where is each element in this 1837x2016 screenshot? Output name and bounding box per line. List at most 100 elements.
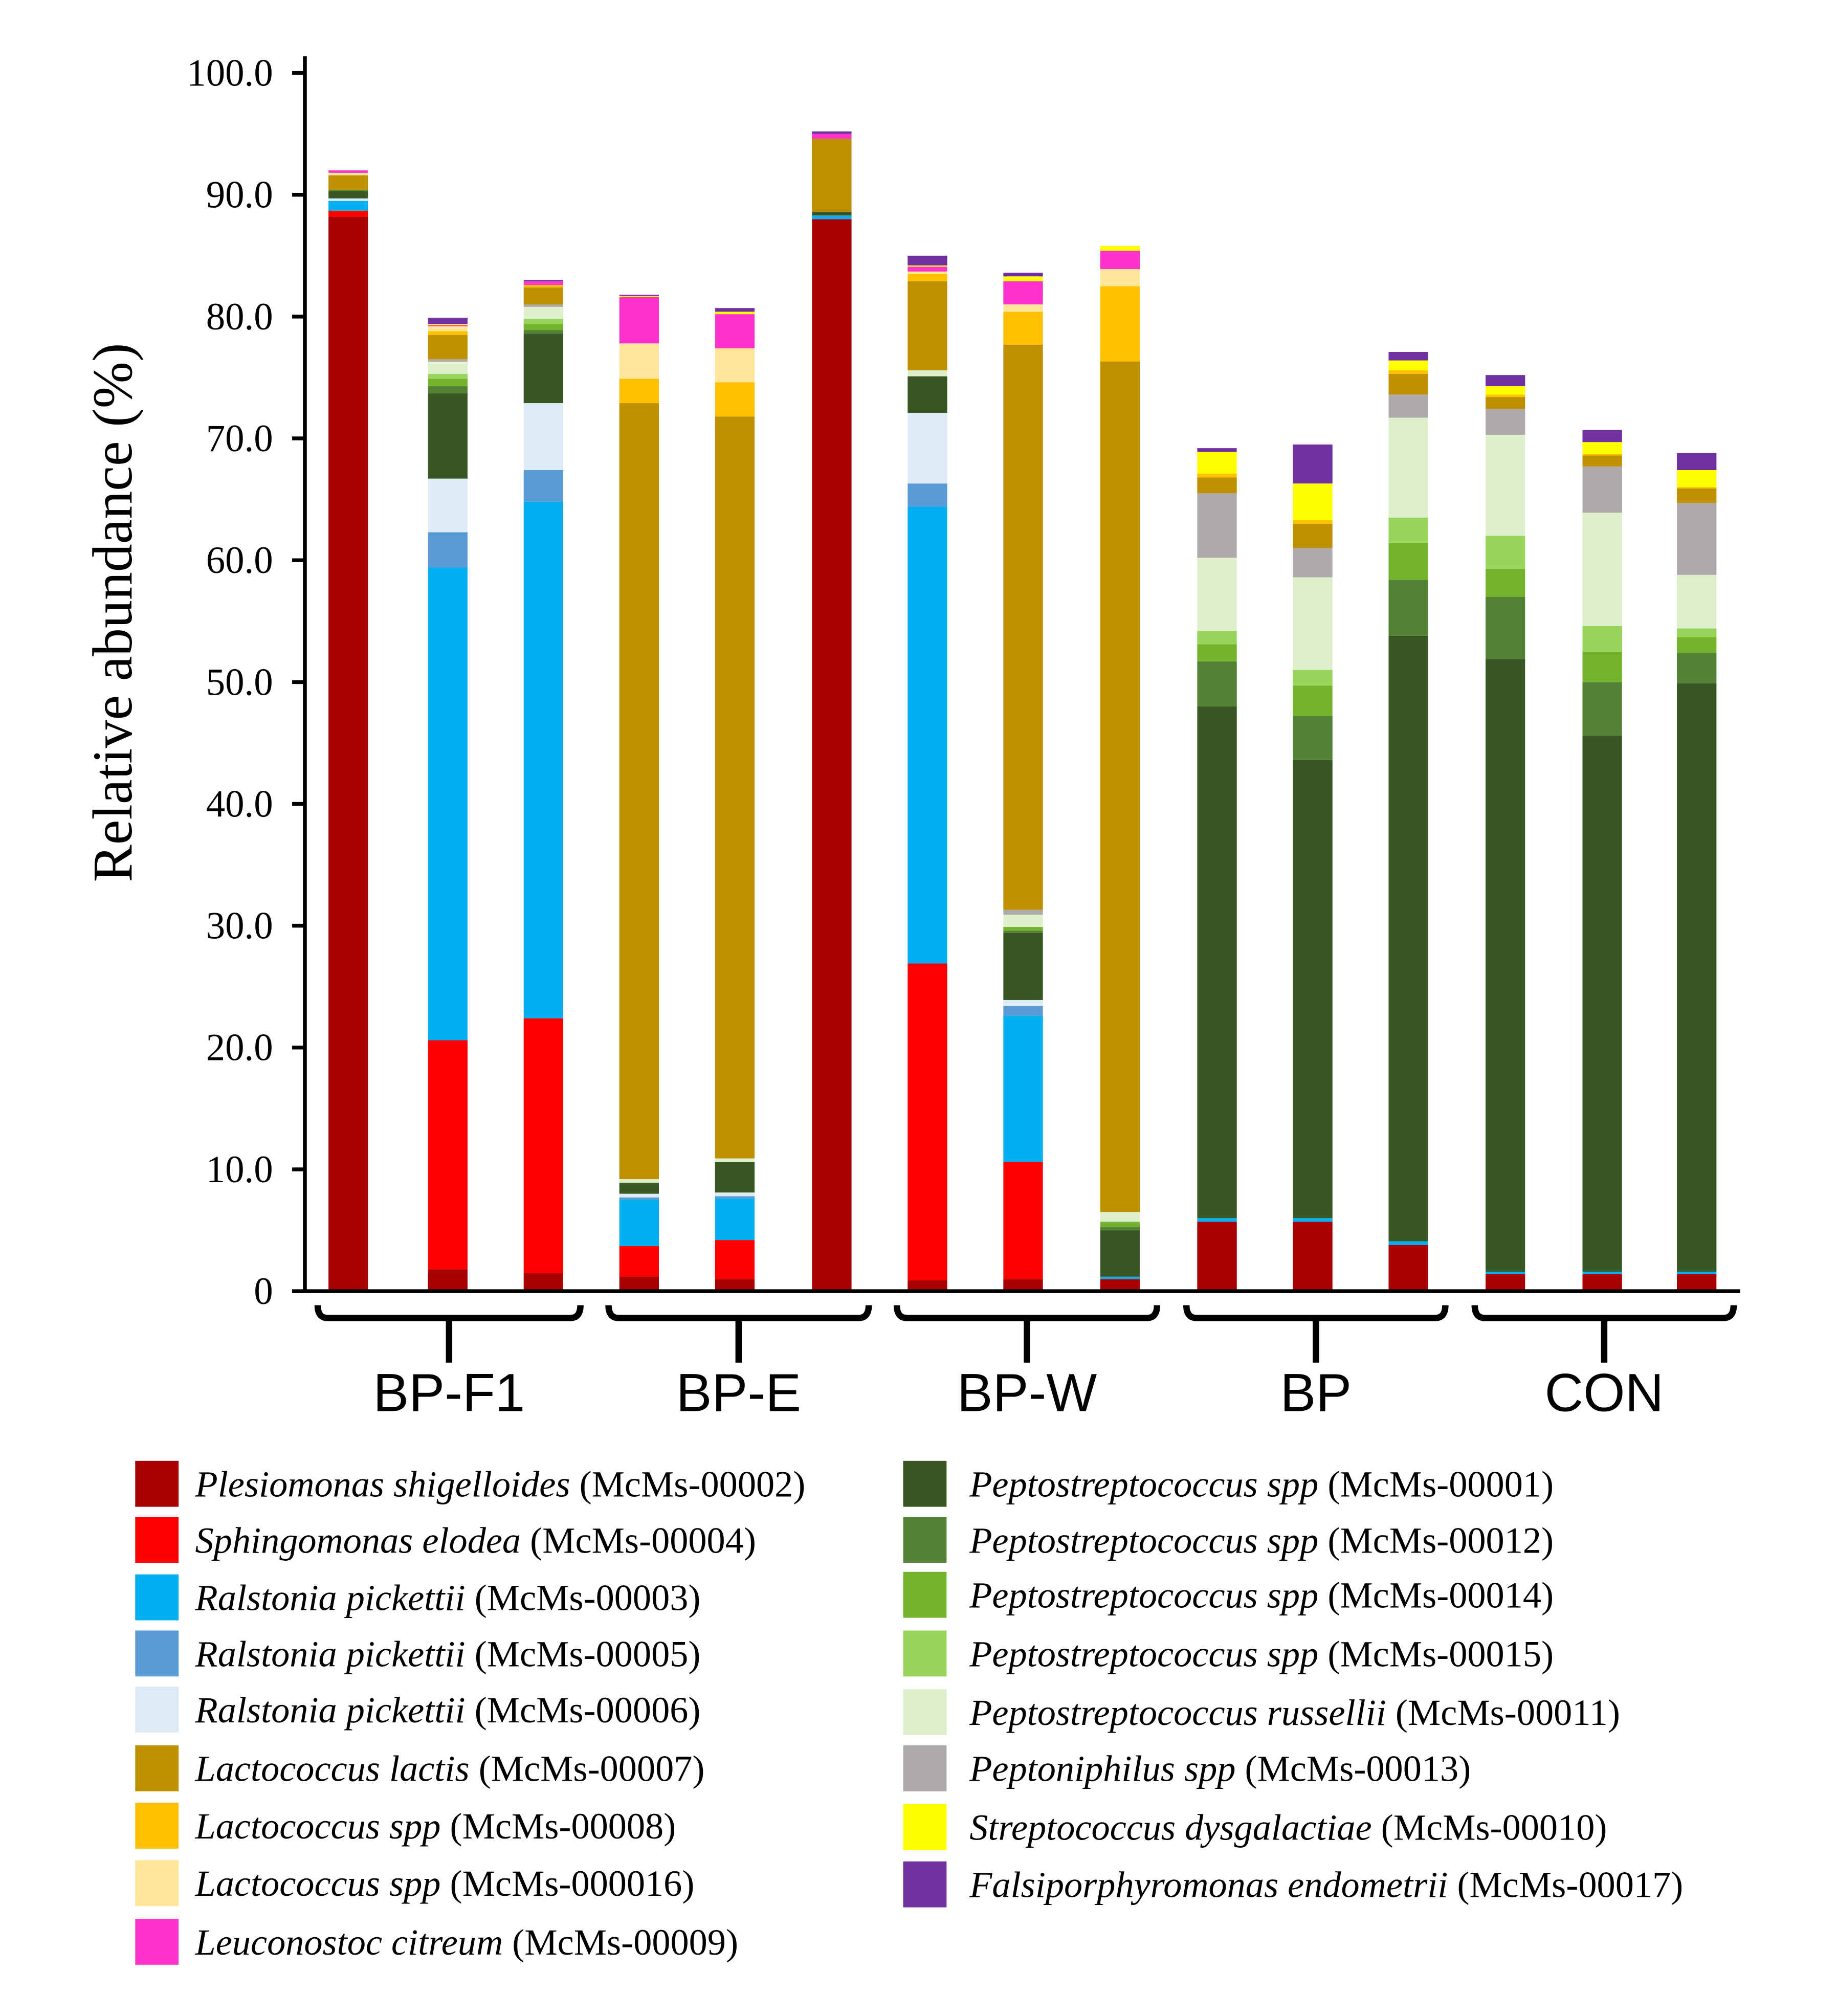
legend-code: (McMs-00015) — [1327, 1633, 1554, 1674]
bar-segment-p12 — [1485, 596, 1525, 659]
bar-segment-r03 — [619, 1200, 659, 1246]
legend-code: (McMs-00017) — [1457, 1865, 1683, 1906]
bar-segment-r03 — [1582, 1272, 1622, 1274]
legend-swatch — [903, 1630, 947, 1677]
bar-segment-pn13 — [428, 359, 468, 362]
group-brackets: BP-F1 BP-E BP-W BP CON — [314, 1305, 1737, 1423]
y-tick-label: 60.0 — [206, 539, 273, 582]
bar-segment-p01 — [812, 212, 852, 216]
legend-species-name: Peptostreptococcus spp — [969, 1464, 1327, 1505]
bar-segment-l07 — [619, 403, 659, 1180]
bar-segment-l16 — [715, 348, 755, 383]
bar-segment-p02 — [1388, 1245, 1428, 1292]
bar-segment-r03 — [1388, 1241, 1428, 1245]
legend-swatch — [135, 1919, 179, 1965]
bar-segment-r05 — [523, 470, 563, 502]
bar-segment-l07 — [1293, 523, 1333, 548]
legend-code: (McMs-00014) — [1327, 1575, 1554, 1616]
legend-swatch — [903, 1745, 947, 1791]
bar-segment-l08 — [1485, 394, 1525, 397]
bar-segment-p14 — [1003, 927, 1043, 931]
bar-segment-r03 — [523, 501, 563, 1018]
bar-segment-p02 — [1582, 1274, 1622, 1292]
bar-segment-f17 — [715, 308, 755, 312]
bar-stack — [328, 170, 368, 1292]
bar-segment-r03 — [908, 506, 947, 964]
bar-stack — [715, 308, 755, 1292]
bar-segment-r05 — [428, 532, 468, 568]
bar-segment-f17 — [1003, 273, 1043, 277]
legend-species-name: Peptostreptococcus spp — [969, 1575, 1327, 1616]
bar-segment-s04 — [328, 210, 368, 217]
legend-swatch — [135, 1860, 179, 1907]
bar-segment-l08 — [428, 331, 468, 335]
legend-species-name: Ralstonia pickettii — [195, 1578, 475, 1619]
legend-label: Leuconostoc citreum (McMs-00009) — [195, 1922, 739, 1963]
bar-segment-f17 — [1388, 351, 1428, 361]
bar-segment-p15 — [1677, 628, 1717, 637]
bar-segment-p01 — [1197, 706, 1237, 1219]
bar-segment-pn13 — [1197, 493, 1237, 558]
bar-segment-l08 — [1197, 474, 1237, 478]
y-ticks: 0 10.0 20.0 30.0 40.0 50.0 60.0 70.0 80.0 90.0 100… — [187, 52, 305, 1313]
y-tick-label: 80.0 — [206, 296, 273, 338]
legend-label: Ralstonia pickettii (McMs-00003) — [195, 1578, 701, 1619]
bar-segment-lc09 — [328, 170, 368, 173]
legend-item: Peptostreptococcus russellii (McMs-00011… — [903, 1689, 1620, 1735]
bar-segment-r06 — [328, 198, 368, 201]
bar-segment-p11 — [715, 1158, 755, 1162]
y-axis-label: Relative abundance (%) — [81, 343, 144, 882]
bar-segment-p12 — [1388, 580, 1428, 636]
bar-segment-lc09 — [715, 314, 755, 348]
legend-item: Peptostreptococcus spp (McMs-00001) — [903, 1460, 1554, 1507]
y-tick-label: 40.0 — [206, 783, 273, 825]
bar-segment-s10 — [1485, 386, 1525, 395]
bar-segment-p14 — [1485, 568, 1525, 597]
legend-code: (McMs-00010) — [1381, 1807, 1607, 1848]
bar-segment-s10 — [428, 324, 468, 325]
legend-code: (McMs-00007) — [479, 1748, 705, 1789]
bar-segment-s10 — [1197, 452, 1237, 474]
bar-segment-r06 — [619, 1193, 659, 1198]
bar-segment-pn13 — [1003, 910, 1043, 915]
legend-swatch — [135, 1687, 179, 1733]
legend-code: (McMs-00003) — [475, 1578, 701, 1619]
group-bracket — [605, 1305, 872, 1363]
bar-segment-p02 — [523, 1273, 563, 1292]
bar-stack — [1293, 444, 1333, 1292]
bar-segment-r06 — [523, 403, 563, 470]
bar-segment-l07 — [523, 287, 563, 305]
bar-segment-p01 — [908, 376, 947, 413]
legend-species-name: Lactococcus spp — [195, 1863, 450, 1904]
bar-segment-p02 — [428, 1269, 468, 1292]
bar-stack — [1677, 453, 1717, 1292]
bar-segment-p14 — [1293, 685, 1333, 717]
legend-swatch — [903, 1689, 947, 1735]
bar-segment-r03 — [1197, 1218, 1237, 1222]
bar-segment-l08 — [1582, 454, 1622, 456]
legend-code: (McMs-00001) — [1327, 1464, 1554, 1505]
legend-species-name: Lactococcus lactis — [195, 1748, 479, 1789]
bar-segment-l07 — [1677, 488, 1717, 503]
bar-stack — [812, 131, 852, 1292]
bar-stack — [428, 318, 468, 1292]
legend-label: Lactococcus lactis (McMs-00007) — [195, 1748, 705, 1789]
bar-segment-r06 — [428, 478, 468, 533]
bar-segment-p15 — [1582, 626, 1622, 652]
legend-species-name: Sphingomonas elodea — [195, 1520, 530, 1561]
legend: Plesiomonas shigelloides (McMs-00002) Sph… — [135, 1460, 1683, 1965]
bar-segment-p02 — [328, 216, 368, 1292]
legend-swatch — [135, 1745, 179, 1791]
legend-label: Peptostreptococcus spp (McMs-00014) — [969, 1575, 1554, 1616]
bar-segment-p11 — [1677, 574, 1717, 629]
bar-segment-p12 — [1677, 653, 1717, 683]
bar-segment-p15 — [523, 319, 563, 324]
legend-species-name: Lactococcus spp — [195, 1806, 450, 1847]
bar-stack — [1197, 448, 1237, 1292]
bar-segment-p02 — [908, 1280, 947, 1292]
group-bracket — [314, 1305, 584, 1363]
bar-segment-p12 — [328, 190, 368, 191]
bar-segment-lc09 — [908, 267, 947, 272]
bar-stack — [523, 280, 563, 1292]
legend-code: (McMs-00006) — [475, 1690, 701, 1731]
